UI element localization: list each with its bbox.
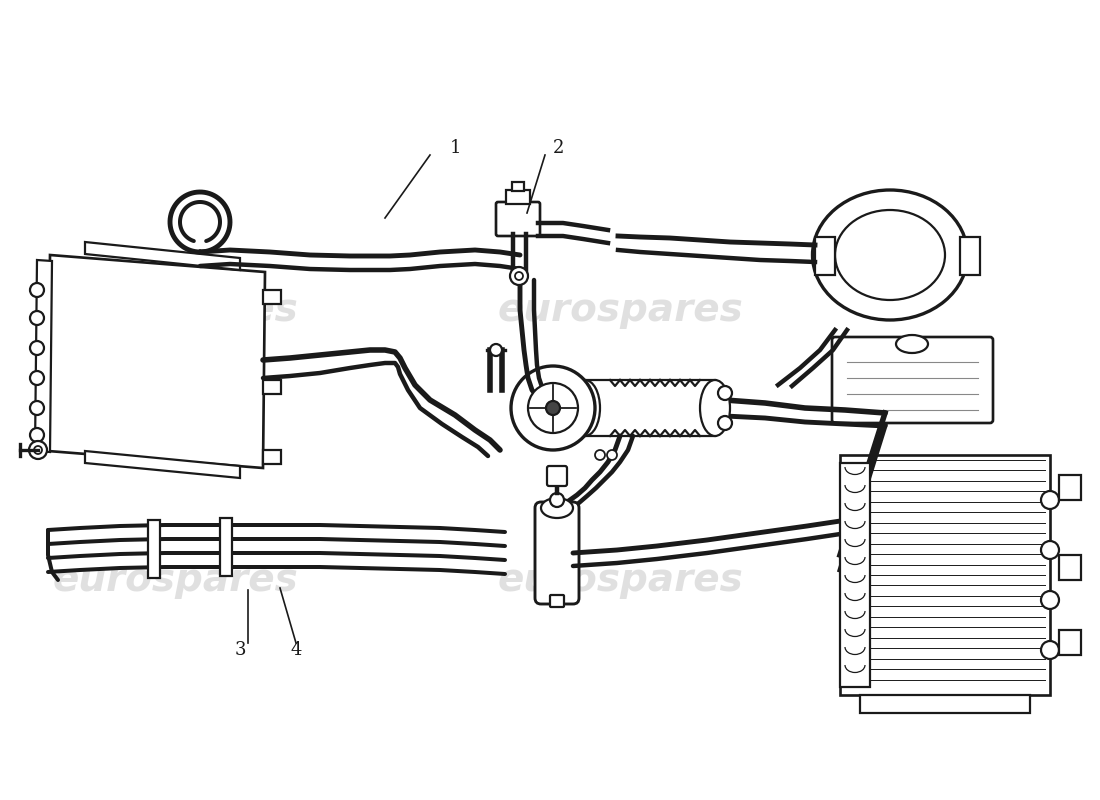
Circle shape xyxy=(515,272,522,280)
Circle shape xyxy=(30,311,44,325)
Ellipse shape xyxy=(541,498,573,518)
Bar xyxy=(148,520,159,578)
Bar xyxy=(263,380,280,394)
Circle shape xyxy=(1041,641,1059,659)
Bar xyxy=(1059,555,1081,580)
Ellipse shape xyxy=(570,380,600,436)
Bar xyxy=(220,518,232,576)
Ellipse shape xyxy=(896,335,928,353)
Circle shape xyxy=(546,401,560,415)
Text: 4: 4 xyxy=(290,641,301,659)
Circle shape xyxy=(595,450,605,460)
Circle shape xyxy=(30,428,44,442)
Circle shape xyxy=(510,267,528,285)
Bar xyxy=(1059,475,1081,500)
Polygon shape xyxy=(85,451,240,478)
Text: 1: 1 xyxy=(449,139,461,157)
Circle shape xyxy=(1041,591,1059,609)
Polygon shape xyxy=(35,260,52,452)
Circle shape xyxy=(30,341,44,355)
Circle shape xyxy=(30,401,44,415)
Ellipse shape xyxy=(700,380,730,436)
Bar xyxy=(512,182,524,191)
Bar xyxy=(840,463,870,687)
Bar xyxy=(263,450,280,464)
Circle shape xyxy=(1041,491,1059,509)
Text: eurospares: eurospares xyxy=(52,291,298,329)
Bar xyxy=(960,237,980,275)
Bar xyxy=(263,290,280,304)
Ellipse shape xyxy=(813,190,968,320)
Bar xyxy=(1059,630,1081,655)
FancyBboxPatch shape xyxy=(547,466,567,486)
Circle shape xyxy=(29,441,47,459)
Circle shape xyxy=(607,450,617,460)
Circle shape xyxy=(1041,541,1059,559)
Circle shape xyxy=(30,371,44,385)
Text: 2: 2 xyxy=(552,139,563,157)
Polygon shape xyxy=(85,242,240,270)
Polygon shape xyxy=(48,255,265,468)
Circle shape xyxy=(528,383,578,433)
Bar xyxy=(585,380,715,436)
Circle shape xyxy=(512,366,595,450)
FancyBboxPatch shape xyxy=(535,502,579,604)
Text: eurospares: eurospares xyxy=(497,561,742,599)
FancyBboxPatch shape xyxy=(832,337,993,423)
Bar xyxy=(815,237,835,275)
Bar xyxy=(506,190,530,204)
Text: eurospares: eurospares xyxy=(52,561,298,599)
Circle shape xyxy=(30,283,44,297)
FancyBboxPatch shape xyxy=(550,595,564,607)
Text: 3: 3 xyxy=(234,641,245,659)
Circle shape xyxy=(718,386,732,400)
FancyBboxPatch shape xyxy=(496,202,540,236)
Text: eurospares: eurospares xyxy=(497,291,742,329)
Circle shape xyxy=(718,416,732,430)
Polygon shape xyxy=(840,455,1050,695)
Ellipse shape xyxy=(835,210,945,300)
Circle shape xyxy=(490,344,502,356)
Circle shape xyxy=(550,493,564,507)
Polygon shape xyxy=(860,695,1030,713)
Circle shape xyxy=(34,446,42,454)
